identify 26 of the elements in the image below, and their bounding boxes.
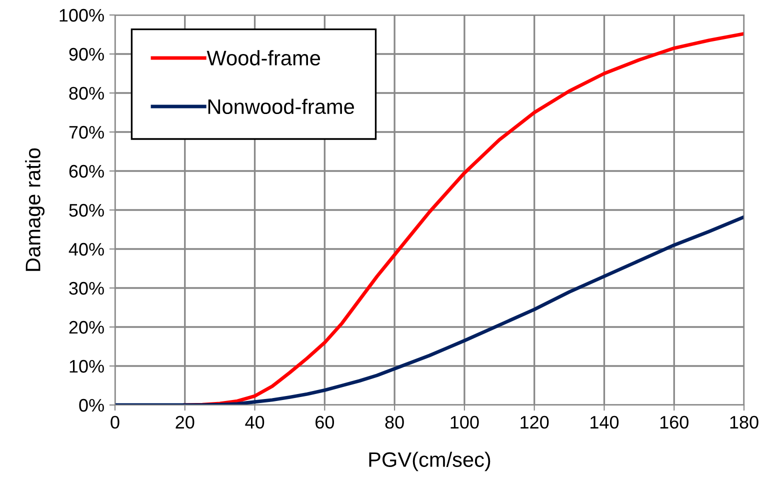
y-tick-label: 40% [68,242,104,256]
x-tick-label: 140 [590,416,619,429]
line-series [183,32,744,405]
x-tick-label: 40 [245,416,264,429]
legend-label: Nonwood-frame [208,98,354,114]
x-tick-label: 20 [176,416,194,429]
y-tick-label: 100% [60,8,104,22]
y-tick-label: 70% [69,126,104,139]
y-tick-label: 50% [69,204,104,217]
y-tick-label: 90% [69,48,104,61]
y-tick-label: 0% [79,398,104,412]
y-axis-title: Damage ratio [25,148,45,271]
x-tick-label: 120 [520,416,549,429]
x-tick-label: 60 [316,416,334,429]
x-tick-label: 100 [450,416,479,429]
y-tick-label: 80% [69,86,104,100]
x-axis-title: PGV(cm/sec) [369,452,490,472]
x-tick-label: 0 [110,416,120,429]
legend-label: Wood-frame [206,50,320,66]
x-tick-label: 180 [730,416,758,429]
x-tick-label: 160 [660,416,688,429]
y-tick-label: 10% [70,360,104,373]
y-tick-label: 20% [69,320,104,334]
y-tick-label: 60% [69,164,104,178]
x-tick-label: 80 [385,416,404,429]
y-tick-label: 30% [69,282,104,295]
